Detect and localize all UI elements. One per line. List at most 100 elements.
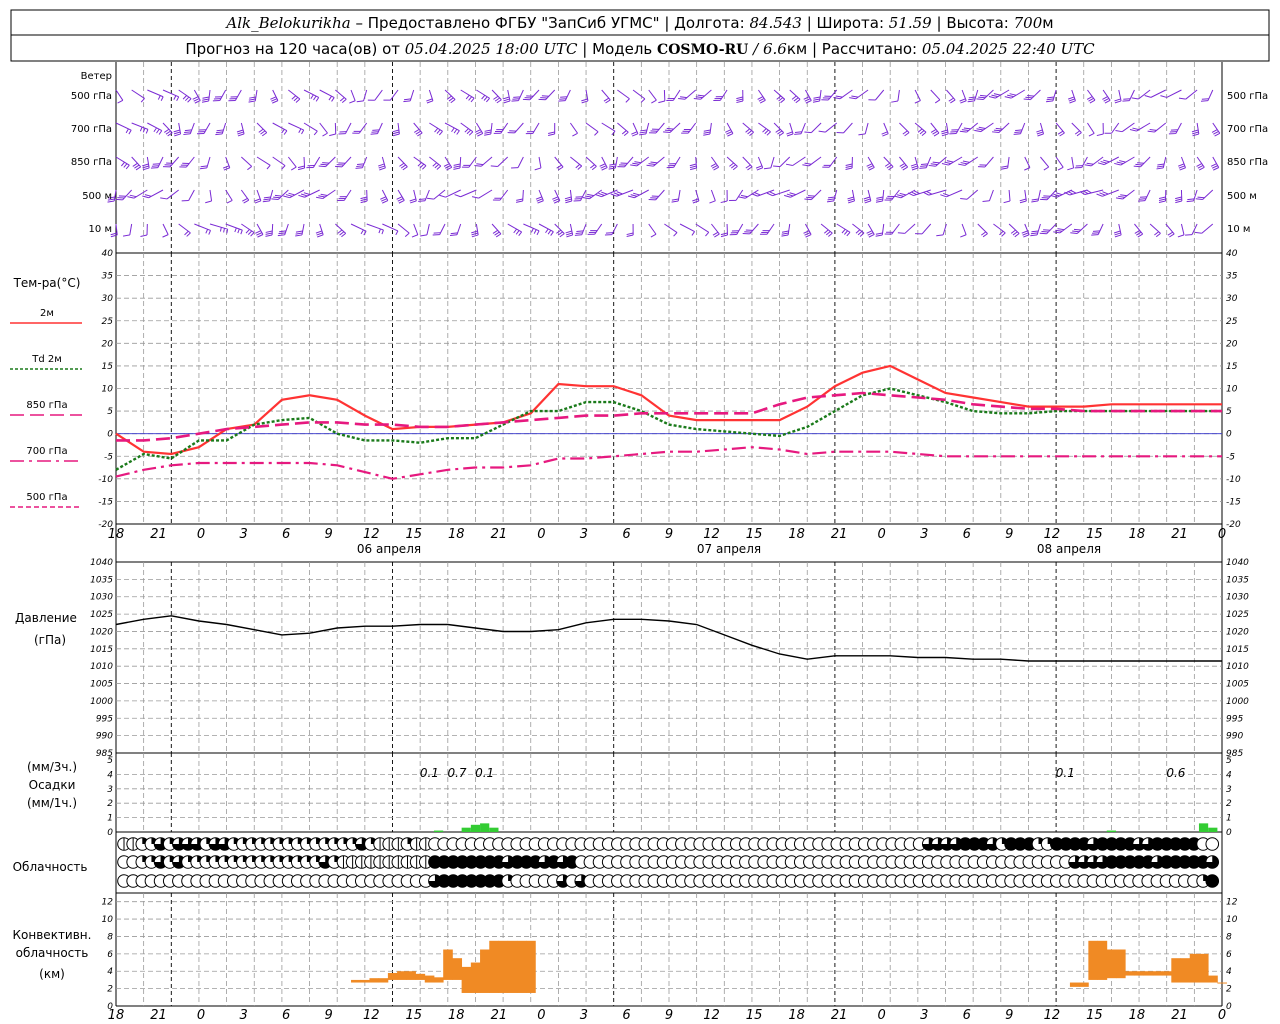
wind-barb bbox=[335, 223, 347, 238]
temp-tick-left: 15 bbox=[102, 362, 114, 372]
longitude: 84.543 bbox=[749, 14, 802, 32]
wind-level-850hpa-right: 850 гПа bbox=[1227, 157, 1268, 168]
precip-tick-right: 0 bbox=[1226, 828, 1232, 838]
legend-label: 850 гПа bbox=[26, 400, 67, 411]
temp-tick-left: -15 bbox=[98, 497, 113, 507]
wind-barb bbox=[491, 89, 502, 104]
wind-barb bbox=[1144, 89, 1167, 98]
wind-barb bbox=[993, 223, 1006, 237]
x-tick-hour: 9 bbox=[1005, 527, 1013, 542]
model-resolution: / 6.6 bbox=[748, 40, 787, 58]
wind-barb bbox=[631, 122, 639, 137]
precip-tick-left: 4 bbox=[107, 770, 113, 780]
wind-barb bbox=[1030, 223, 1041, 237]
wind-barb bbox=[173, 122, 182, 137]
wind-barb bbox=[601, 89, 611, 104]
wind-barb bbox=[919, 156, 932, 169]
wind-barb bbox=[140, 223, 148, 237]
x-tick-hour-bottom: 3 bbox=[580, 1008, 588, 1023]
pressure-tick-left: 1005 bbox=[90, 680, 113, 690]
wind-barb bbox=[946, 89, 956, 104]
wind-barb bbox=[303, 89, 320, 102]
wind-barb bbox=[107, 189, 117, 203]
wind-barb bbox=[1000, 156, 1010, 170]
x-tick-hour: 0 bbox=[1218, 527, 1226, 542]
wind-barb bbox=[115, 156, 130, 170]
wind-barb bbox=[958, 156, 979, 166]
wind-barb bbox=[845, 156, 853, 170]
wind-barb bbox=[444, 89, 456, 104]
pressure-tick-right: 1020 bbox=[1226, 627, 1249, 637]
x-tick-hour-bottom: 6 bbox=[282, 1008, 290, 1023]
wind-barb bbox=[711, 223, 720, 238]
wind-barb bbox=[1168, 122, 1182, 135]
wind-barb bbox=[710, 156, 720, 171]
wind-barb bbox=[818, 122, 838, 133]
wind-barb bbox=[786, 122, 794, 137]
wind-barb bbox=[977, 156, 994, 168]
pressure-tick-right: 1000 bbox=[1226, 697, 1249, 707]
wind-barb bbox=[649, 122, 665, 134]
x-tick-hour-bottom: 18 bbox=[1129, 1008, 1146, 1023]
temp-tick-right: 10 bbox=[1226, 385, 1238, 395]
conv-tick-left: 10 bbox=[102, 915, 114, 925]
wind-barb bbox=[1040, 189, 1057, 201]
wind-barb bbox=[352, 122, 368, 134]
wind-barb bbox=[573, 189, 587, 202]
wind-barb bbox=[695, 223, 710, 237]
convective-cloud-bar bbox=[1180, 958, 1191, 983]
wind-barb bbox=[725, 122, 734, 137]
wind-barb bbox=[1195, 189, 1214, 200]
temp-tick-right: -10 bbox=[1226, 475, 1241, 485]
wind-barb bbox=[1019, 189, 1027, 204]
legend-label: 500 гПа bbox=[26, 492, 67, 503]
convective-cloud-bar bbox=[1134, 971, 1145, 976]
wind-barb bbox=[742, 223, 759, 235]
wind-barb bbox=[439, 189, 461, 198]
wind-barb bbox=[443, 156, 453, 171]
altitude-unit: м bbox=[1042, 14, 1053, 32]
wind-barb bbox=[581, 89, 589, 104]
wind-barb bbox=[1074, 156, 1088, 169]
header-line2: Прогноз на 120 часа(ов) от 05.04.2025 18… bbox=[185, 40, 1095, 58]
x-tick-hour-bottom: 12 bbox=[363, 1008, 380, 1023]
conv-tick-right: 4 bbox=[1226, 967, 1232, 977]
wind-barb bbox=[666, 89, 681, 101]
x-tick-hour-bottom: 21 bbox=[1171, 1008, 1188, 1023]
pressure-tick-left: 1030 bbox=[90, 593, 113, 603]
wind-barb bbox=[570, 156, 583, 170]
wind-barb bbox=[1196, 156, 1205, 171]
legend-label: 2м bbox=[40, 308, 54, 319]
conv-tick-left: 4 bbox=[107, 967, 113, 977]
wind-barb bbox=[316, 189, 336, 200]
wind-barb bbox=[565, 223, 574, 238]
x-tick-hour: 3 bbox=[920, 527, 928, 542]
wind-barb bbox=[1114, 156, 1135, 166]
wind-barb bbox=[318, 156, 336, 168]
wind-barb bbox=[617, 122, 629, 137]
wind-barb bbox=[515, 189, 524, 203]
precip-value-label: 0.7 bbox=[447, 766, 466, 780]
wind-barb bbox=[881, 122, 889, 137]
wind-barb bbox=[474, 122, 484, 137]
cloud-title: Облачность bbox=[13, 860, 88, 874]
wind-barb bbox=[959, 89, 967, 104]
wind-barb bbox=[617, 156, 634, 168]
convective-cloud-panel: 0 0 2 2 4 4 6 6 8 8 10 10 12 12 bbox=[102, 898, 1238, 1012]
convective-cloud-bar bbox=[1088, 940, 1098, 980]
wind-barb bbox=[789, 89, 801, 104]
x-tick-hour: 6 bbox=[282, 527, 290, 542]
wind-barb bbox=[833, 89, 853, 100]
temp-title: Тем-ра(°C) bbox=[13, 276, 81, 290]
conv-tick-right: 10 bbox=[1226, 915, 1238, 925]
convective-cloud-bar bbox=[516, 940, 527, 993]
wind-barb bbox=[392, 122, 400, 137]
x-tick-hour: 3 bbox=[239, 527, 247, 542]
wind-barb bbox=[1185, 223, 1198, 236]
wind-barb bbox=[639, 122, 650, 136]
temp-tick-left: 10 bbox=[102, 385, 114, 395]
wind-barb bbox=[646, 156, 665, 167]
wind-barb bbox=[1086, 89, 1096, 104]
wind-barb bbox=[1191, 122, 1200, 137]
pressure-tick-left: 1015 bbox=[90, 645, 113, 655]
